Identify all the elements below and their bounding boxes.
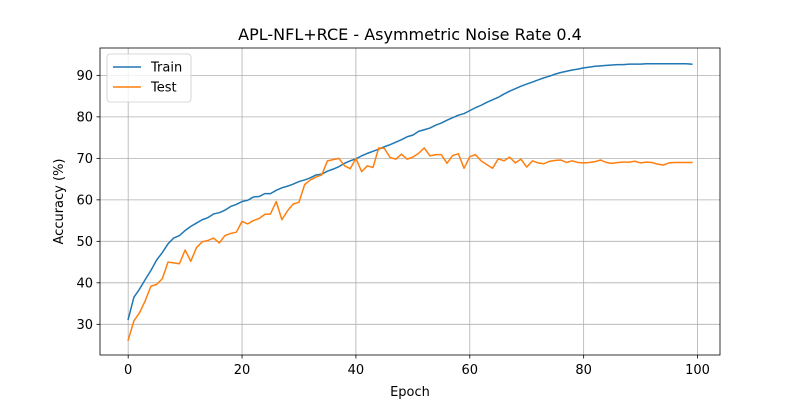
legend-label-test: Test — [150, 81, 177, 96]
x-tick-label: 100 — [685, 363, 710, 378]
y-tick-label: 80 — [76, 110, 93, 125]
x-axis-title: Epoch — [390, 385, 430, 400]
y-tick-label: 40 — [76, 276, 93, 291]
x-tick-label: 40 — [348, 363, 365, 378]
y-tick-label: 60 — [76, 193, 93, 208]
y-tick-label: 50 — [76, 235, 93, 250]
axis-ticks: 0 20 40 60 80 100 30 40 50 60 70 80 90 — [76, 69, 709, 378]
y-tick-label: 70 — [76, 152, 93, 167]
series-line-test — [127, 147, 693, 341]
series-line-train — [127, 63, 693, 321]
y-tick-label: 30 — [76, 318, 93, 333]
plot-frame — [99, 47, 721, 356]
y-axis-title: Accuracy (%) — [52, 159, 67, 245]
x-tick-label: 60 — [462, 363, 479, 378]
legend-label-train: Train — [150, 61, 182, 76]
x-tick-label: 20 — [234, 363, 251, 378]
x-tick-label: 0 — [124, 363, 132, 378]
legend-box — [106, 53, 192, 103]
y-tick-label: 90 — [76, 69, 93, 84]
legend: Train Test — [106, 53, 192, 103]
x-tick-label: 80 — [575, 363, 592, 378]
series-lines — [127, 63, 693, 341]
chart-title: APL-NFL+RCE - Asymmetric Noise Rate 0.4 — [238, 25, 582, 44]
